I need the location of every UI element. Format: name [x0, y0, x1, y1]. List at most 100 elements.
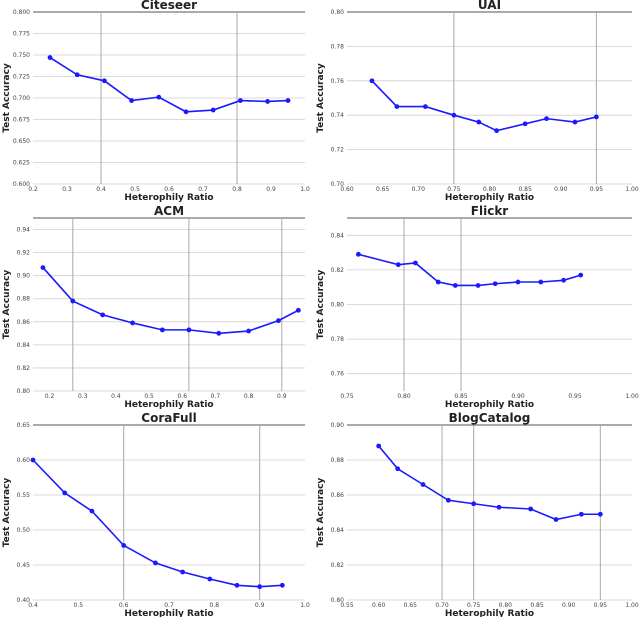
series-line	[371, 80, 597, 132]
data-point	[394, 104, 400, 109]
y-tick-label: 0.775	[13, 31, 30, 38]
x-tick-label: 0.85	[530, 602, 544, 609]
chart-blogcatalog: 0.80 0.82 0.84 0.86 0.88 0.90 0.55 0.60 0.65 0.70…	[316, 411, 639, 617]
x-tick-label: 0.95	[594, 602, 608, 609]
y-axis-label: Test Accuracy	[2, 478, 12, 548]
x-tick-label: 0.8	[210, 602, 220, 609]
data-point	[210, 107, 216, 113]
data-point	[538, 279, 544, 285]
y-axis-label: Test Accuracy	[2, 63, 12, 133]
y-axis-label: Test Accuracy	[316, 270, 326, 340]
x-axis-label: Heterophily Ratio	[445, 609, 534, 617]
y-tick-label: 0.86	[17, 319, 31, 326]
data-point	[475, 283, 481, 288]
x-tick-label: 0.6	[164, 186, 174, 193]
x-tick-label: 0.2	[28, 186, 38, 193]
x-tick-label: 0.3	[78, 393, 88, 400]
y-tick-label: 0.72	[331, 147, 345, 154]
data-point	[544, 116, 549, 122]
x-tick-label: 0.80	[397, 393, 411, 400]
chart-acm: 0.80 0.82 0.84 0.86 0.88 0.90 0.92 0.94 0.2 0.3 0.…	[2, 204, 305, 410]
data-point	[129, 98, 135, 103]
y-tick-label: 0.65	[17, 422, 31, 429]
x-tick-label: 0.75	[467, 602, 481, 609]
chart-citeseer: 0.600 0.625 0.650 0.675 0.700 0.725 0.750 0.775…	[2, 0, 310, 203]
y-tick-label: 0.90	[331, 422, 345, 429]
y-tick-label: 0.74	[331, 112, 345, 119]
y-tick-label: 0.82	[17, 365, 31, 372]
data-point	[522, 121, 528, 127]
data-point	[356, 251, 361, 257]
y-tick-label: 0.84	[17, 342, 31, 349]
y-tick-label: 0.94	[17, 227, 31, 234]
x-tick-label: 0.3	[62, 186, 72, 193]
x-tick-label: 0.65	[376, 186, 390, 193]
y-tick-label: 0.88	[331, 457, 345, 464]
y-tick-label: 0.88	[17, 296, 31, 303]
x-tick-label: 1.00	[625, 393, 639, 400]
y-tick-label: 0.76	[331, 371, 345, 378]
x-tick-label: 0.95	[590, 186, 604, 193]
data-point	[492, 281, 498, 287]
x-tick-label: 0.60	[340, 186, 354, 193]
chart-title: BlogCatalog	[449, 411, 531, 425]
data-point	[295, 307, 301, 313]
data-point	[572, 119, 578, 125]
x-tick-label: 0.80	[483, 186, 497, 193]
x-axis-label: Heterophily Ratio	[445, 193, 534, 203]
x-tick-label: 0.90	[511, 393, 525, 400]
x-tick-label: 0.70	[412, 186, 426, 193]
data-point	[30, 457, 36, 463]
data-point	[553, 517, 559, 522]
x-tick-label: 0.8	[244, 393, 254, 400]
x-tick-label: 0.4	[111, 393, 121, 400]
data-point	[285, 98, 291, 103]
data-point	[578, 272, 584, 278]
data-point	[561, 277, 566, 283]
y-tick-label: 0.70	[331, 181, 345, 188]
data-point	[70, 298, 76, 304]
data-point	[413, 260, 418, 266]
data-point	[40, 265, 46, 270]
x-axis-label: Heterophily Ratio	[124, 400, 213, 410]
y-tick-label: 0.40	[17, 597, 31, 604]
series-line	[49, 56, 289, 113]
chart-title: CoraFull	[141, 411, 196, 425]
data-point	[130, 320, 135, 326]
y-tick-label: 0.50	[17, 527, 31, 534]
y-tick-label: 0.78	[331, 43, 345, 50]
chart-title: Citeseer	[141, 0, 197, 12]
data-point	[420, 482, 426, 487]
x-tick-label: 0.85	[454, 393, 468, 400]
y-tick-label: 0.60	[17, 457, 31, 464]
data-point	[494, 128, 500, 134]
y-tick-label: 0.600	[13, 181, 30, 188]
x-tick-label: 0.85	[518, 186, 532, 193]
series-line	[42, 267, 299, 335]
y-tick-label: 0.82	[331, 267, 345, 274]
data-point	[471, 501, 477, 507]
x-axis-label: Heterophily Ratio	[445, 400, 534, 410]
y-tick-label: 0.700	[13, 95, 30, 102]
y-tick-label: 0.76	[331, 78, 345, 85]
x-tick-label: 1.0	[300, 186, 310, 193]
x-tick-label: 0.9	[277, 393, 287, 400]
data-point	[452, 283, 458, 288]
y-axis-label: Test Accuracy	[316, 478, 326, 548]
data-point	[435, 279, 441, 285]
y-tick-label: 0.82	[331, 562, 345, 569]
x-tick-label: 0.2	[45, 393, 55, 400]
y-tick-label: 0.84	[331, 527, 345, 534]
data-point	[578, 511, 584, 517]
data-point	[246, 328, 252, 334]
data-point	[515, 279, 521, 285]
x-tick-label: 0.7	[164, 602, 174, 609]
data-point	[89, 508, 95, 514]
chart-title: Flickr	[471, 204, 509, 218]
x-tick-label: 0.6	[177, 393, 187, 400]
data-point	[257, 584, 263, 590]
y-tick-label: 0.80	[331, 9, 345, 16]
series-line	[32, 459, 283, 588]
data-point	[153, 560, 158, 566]
